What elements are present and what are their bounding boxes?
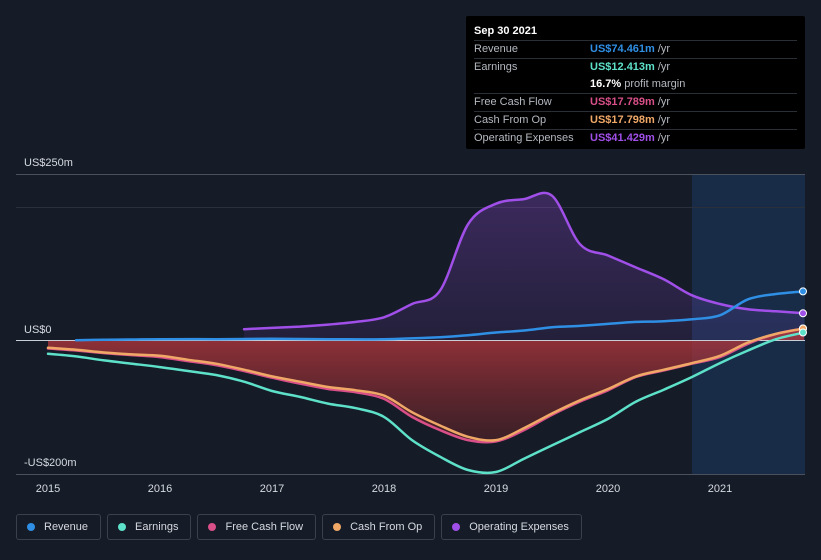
legend-label: Revenue [44,521,89,533]
operating-expenses-end-point [799,309,807,318]
operating-expenses-line [242,191,806,331]
tooltip-value: US$17.798m [590,114,655,126]
legend-item-free-cash-flow[interactable]: Free Cash Flow [197,514,317,540]
tooltip-label: Free Cash Flow [474,96,552,108]
tooltip-value: US$41.429m [590,132,655,144]
tooltip-label: Cash From Op [474,114,547,126]
tooltip-unit: /yr [657,114,671,126]
tooltip-date: Sep 30 2021 [474,25,537,37]
tooltip-label: Revenue [474,43,519,55]
x-tick-label: 2020 [596,483,620,495]
legend-item-cash-from-op[interactable]: Cash From Op [322,514,436,540]
x-tick-label: 2018 [372,483,396,495]
x-tick-label: 2019 [484,483,508,495]
x-tick-label: 2016 [148,483,172,495]
x-tick-label: 2021 [708,483,732,495]
earnings-dot-icon [118,523,127,531]
legend-label: Operating Expenses [469,521,569,533]
tooltip-panel: Sep 30 2021 Revenue US$74.461m /yr Earni… [466,16,805,149]
free-cash-flow-area [48,328,804,443]
revenue-line [74,290,806,342]
tooltip-row-profit-margin: 16.7% profit margin [474,76,797,93]
tooltip-label: Earnings [474,61,518,73]
tooltip-row-revenue: Revenue US$74.461m /yr [474,40,797,58]
legend-item-revenue[interactable]: Revenue [16,514,102,540]
y-tick-label-top: US$250m [24,157,73,169]
legend-item-operating-expenses[interactable]: Operating Expenses [441,514,582,540]
chart: US$250m US$0 -US$200m 2015 2016 2017 2018 20… [16,157,807,495]
tooltip-row-earnings: Earnings US$12.413m /yr [474,58,797,76]
tooltip-unit: /yr [657,96,671,108]
tooltip-value: US$17.789m [590,96,655,108]
legend-item-earnings[interactable]: Earnings [107,514,192,540]
revenue-end-point [799,287,807,296]
legend-label: Free Cash Flow [225,521,304,533]
cash-from-op-dot-icon [333,523,342,531]
revenue-dot-icon [27,523,35,531]
legend-label: Cash From Op [350,521,423,533]
tooltip-row-cash-from-op: Cash From Op US$17.798m /yr [474,111,797,129]
tooltip-unit: /yr [657,132,671,144]
tooltip-unit: profit margin [624,78,686,90]
x-tick-label: 2015 [36,483,60,495]
tooltip-value: US$12.413m [590,61,655,73]
y-tick-label-zero: US$0 [24,324,52,336]
tooltip-label [474,76,590,93]
tooltip-unit: /yr [657,61,671,73]
legend-label: Earnings [135,521,179,533]
earnings-line [46,331,806,475]
cash-from-op-line [46,327,806,442]
x-tick-label: 2017 [260,483,284,495]
tooltip-row-free-cash-flow: Free Cash Flow US$17.789m /yr [474,93,797,111]
y-tick-label-bottom: -US$200m [24,457,77,469]
tooltip-label: Operating Expenses [474,132,574,144]
operating-expenses-area [244,192,804,341]
free-cash-flow-dot-icon [208,523,217,531]
tooltip-value: US$74.461m [590,43,655,55]
operating-expenses-dot-icon [452,523,461,531]
tooltip-value: 16.7% [590,78,622,90]
tooltip-unit: /yr [657,43,671,55]
earnings-end-point [799,328,807,337]
legend: Revenue Earnings Free Cash Flow Cash Fro… [16,514,582,540]
tooltip-row-operating-expenses: Operating Expenses US$41.429m /yr [474,129,797,147]
